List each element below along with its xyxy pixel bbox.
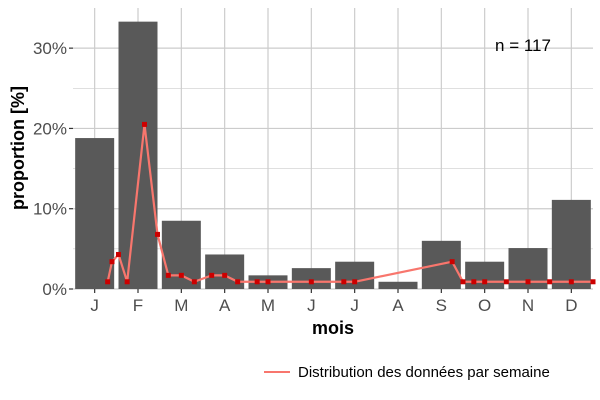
weekly-distribution-point (178, 272, 184, 278)
y-tick-label: 0% (42, 280, 67, 299)
bars (75, 21, 591, 290)
x-tick-label: M (174, 296, 188, 315)
y-tick-label: 20% (33, 119, 67, 138)
weekly-distribution-point (503, 279, 509, 285)
x-tick-label: A (392, 296, 404, 315)
weekly-distribution-point (471, 279, 477, 285)
weekly-distribution-point (265, 279, 271, 285)
x-axis-title: mois (312, 318, 354, 338)
weekly-distribution-point (105, 279, 111, 285)
x-tick-label: J (90, 296, 99, 315)
weekly-distribution-point (568, 279, 574, 285)
legend: Distribution des données par semaine (264, 364, 550, 381)
bar-F (118, 21, 158, 290)
weekly-distribution-point (116, 251, 121, 257)
weekly-distribution-point (352, 279, 358, 285)
grid (73, 8, 593, 290)
weekly-distribution-point (308, 279, 314, 285)
x-tick-label: J (350, 296, 359, 315)
x-tick-label: M (261, 296, 275, 315)
weekly-distribution-point (109, 259, 115, 265)
weekly-distribution-point (165, 272, 171, 278)
bar-J (335, 261, 375, 289)
weekly-distribution-point (209, 272, 215, 278)
weekly-distribution-point (191, 279, 197, 285)
bar-D (551, 199, 591, 289)
x-tick-label: O (478, 296, 491, 315)
weekly-distribution-line (106, 123, 593, 283)
weekly-distribution-point (142, 121, 147, 127)
x-tick-label: A (219, 296, 231, 315)
y-axis-title: proportion [%] (8, 86, 28, 210)
weekly-distribution-point (482, 279, 488, 285)
y-tick-label: 30% (33, 39, 67, 58)
weekly-distribution-point (222, 272, 228, 278)
x-tick-label: N (522, 296, 534, 315)
weekly-distribution-point (124, 279, 130, 285)
bar-M (161, 220, 201, 289)
sample-size-annotation: n = 117 (495, 36, 551, 55)
weekly-distribution-point (590, 279, 596, 285)
legend-label: Distribution des données par semaine (298, 364, 550, 381)
weekly-distribution-point (460, 279, 466, 285)
weekly-distribution-point (254, 279, 260, 285)
bar-J (75, 138, 115, 289)
y-tick-label: 10% (33, 200, 67, 219)
line-series (105, 121, 596, 285)
x-tick-label: F (133, 296, 143, 315)
weekly-distribution-point (235, 279, 241, 285)
weekly-distribution-point (449, 259, 455, 265)
weekly-distribution-point (341, 279, 347, 285)
weekly-distribution-point (525, 279, 531, 285)
bar-J (291, 268, 331, 289)
x-tick-label: D (565, 296, 577, 315)
y-axis: 0% 10% 20% 30% (33, 39, 73, 299)
weekly-distribution-point (155, 231, 160, 237)
x-tick-label: J (307, 296, 316, 315)
weekly-distribution-point (547, 279, 553, 285)
bar-A (378, 281, 418, 289)
bar-O (465, 261, 505, 289)
x-tick-label: S (436, 296, 447, 315)
